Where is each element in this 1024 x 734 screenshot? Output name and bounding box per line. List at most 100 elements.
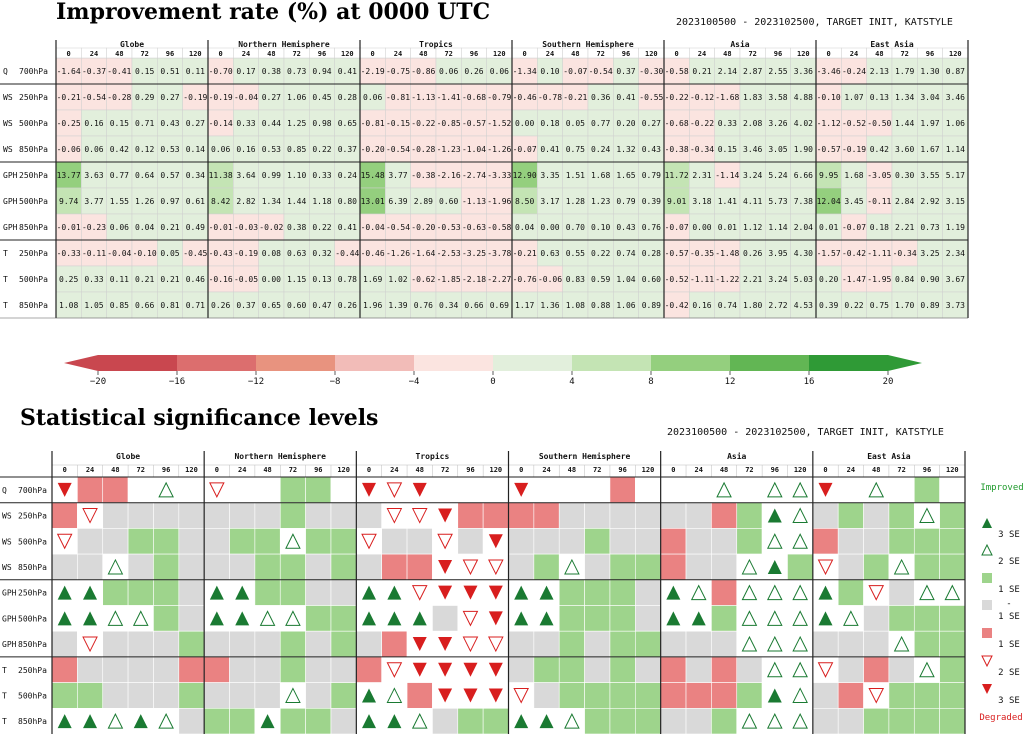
heatmap-cell-value: 2.72 [768, 301, 787, 310]
significance-cell [203, 528, 230, 555]
heatmap-cell [131, 109, 158, 137]
significance-cell [584, 553, 611, 581]
heatmap-cell-value: -0.10 [817, 93, 841, 102]
significance-cell [913, 707, 940, 734]
heatmap-cell [55, 135, 82, 163]
heatmap-cell-value: 1.83 [743, 93, 762, 102]
open-up-triangle [741, 584, 758, 601]
row-level-label: 250hPa [18, 666, 47, 675]
significance-cell [203, 656, 230, 683]
significance-cell [863, 707, 890, 734]
significance-cell [913, 579, 940, 606]
open-up-triangle [792, 533, 808, 549]
significance-cell [660, 656, 687, 683]
heatmap-cell [689, 265, 715, 293]
significance-cell [913, 605, 940, 632]
heatmap-cell [410, 161, 437, 189]
heatmap-cell-value: 0.12 [135, 145, 154, 154]
heatmap-cell-value: 12.04 [817, 197, 841, 206]
heatmap-cell [233, 239, 259, 267]
significance-cell [761, 528, 788, 555]
significance-cell [482, 502, 509, 529]
significance-cell [482, 707, 509, 734]
heatmap-cell-value: 3.63 [84, 171, 103, 180]
heatmap-cell [410, 109, 437, 137]
significance-cell [812, 656, 839, 683]
significance-cell [787, 476, 814, 504]
lead-time-label: 120 [642, 466, 655, 474]
heatmap-cell-value: 0.00 [692, 223, 711, 232]
significance-cell [939, 579, 966, 606]
heatmap-cell-value: -2.53 [437, 249, 461, 258]
heatmap-cell [461, 291, 487, 319]
heatmap-cell [435, 57, 462, 85]
heatmap-cell-value: 1.12 [743, 223, 762, 232]
heatmap-cell [55, 109, 82, 137]
significance-cell [736, 553, 763, 581]
significance-cell [356, 553, 382, 581]
significance-cell [787, 579, 814, 606]
filled-up-triangle [539, 611, 554, 626]
significance-cell [635, 553, 661, 581]
heatmap-cell [359, 83, 386, 111]
significance-cell [685, 553, 712, 581]
heatmap-cell [435, 291, 462, 319]
significance-cell [812, 707, 839, 734]
heatmap-cell-value: 0.05 [566, 119, 585, 128]
significance-cell [254, 476, 281, 504]
heatmap-cell [638, 161, 665, 189]
heatmap-cell-value: 7.38 [794, 197, 813, 206]
heatmap-cell-value: -1.26 [386, 249, 410, 258]
heatmap-cell-value: -0.37 [82, 67, 106, 76]
heatmap-cell-value: 3.67 [946, 275, 965, 284]
heatmap-cell [385, 135, 411, 163]
significance-cell [558, 579, 585, 606]
significance-cell [508, 656, 535, 683]
lead-time-label: 72 [292, 50, 300, 58]
open-down-triangle [361, 533, 377, 550]
heatmap-cell-value: -0.54 [386, 223, 410, 232]
heatmap-cell-value: 0.77 [110, 171, 129, 180]
heatmap-cell [233, 213, 259, 241]
heatmap-cell [841, 213, 867, 241]
colorbar-tick-label: 0 [490, 377, 495, 387]
heatmap-cell [714, 187, 741, 215]
heatmap-cell-value: 0.06 [84, 145, 103, 154]
heatmap-cell-value: 15.48 [361, 171, 385, 180]
filled-up-triangle [387, 585, 402, 600]
significance-cell [685, 528, 712, 555]
heatmap-cell [486, 161, 513, 189]
heatmap-cell-value: 0.28 [642, 249, 661, 258]
heatmap-cell [739, 187, 766, 215]
significance-cell [279, 682, 306, 709]
row-var-label: WS [3, 145, 13, 154]
lead-time-label: 0 [219, 50, 223, 58]
filled-up-triangle [133, 714, 148, 729]
significance-cell [127, 630, 154, 658]
row-var-label: T [2, 691, 7, 700]
heatmap-cell-value: 1.69 [363, 275, 382, 284]
heatmap-cell-value: 5.03 [794, 275, 813, 284]
heatmap-cell-value: 0.66 [464, 301, 483, 310]
lead-time-label: 0 [827, 50, 831, 58]
significance-cell [102, 707, 129, 734]
heatmap-cell-value: 3.15 [946, 197, 965, 206]
significance-cell [102, 579, 129, 606]
significance-cell [330, 630, 357, 658]
significance-cell [837, 682, 864, 709]
heatmap-cell [359, 187, 386, 215]
significance-cell [77, 476, 104, 504]
row-var-label: WS [2, 537, 12, 546]
filled-down-triangle [488, 534, 503, 549]
heatmap-cell-value: -0.16 [209, 275, 233, 284]
significance-cell [609, 553, 636, 581]
heatmap-cell-value: 0.51 [160, 67, 179, 76]
filled-up-triangle [235, 611, 250, 626]
heatmap-cell-value: 1.14 [768, 223, 787, 232]
significance-cell [102, 502, 129, 529]
heatmap-cell [435, 187, 462, 215]
heatmap-cell [917, 265, 943, 293]
heatmap-cell-value: -0.19 [234, 249, 258, 258]
heatmap-cell-value: 1.06 [946, 119, 965, 128]
heatmap-cell-value: 0.79 [616, 197, 635, 206]
